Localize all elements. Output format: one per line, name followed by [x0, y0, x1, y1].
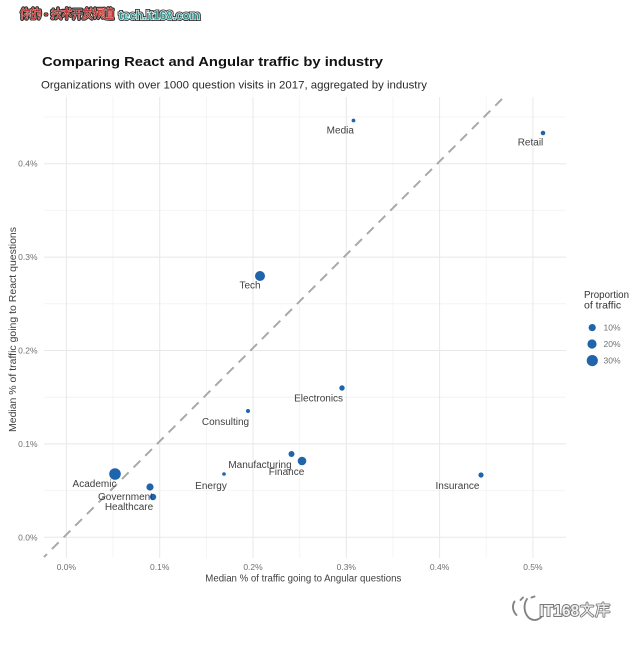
svg-text:0.2%: 0.2% — [18, 346, 38, 356]
svg-text:Insurance: Insurance — [436, 481, 480, 492]
svg-text:Media: Media — [327, 125, 355, 136]
svg-text:0.0%: 0.0% — [57, 562, 77, 572]
svg-text:tech.it168.com: tech.it168.com — [119, 11, 200, 23]
svg-text:Median % of traffic going to R: Median % of traffic going to React quest… — [8, 227, 19, 432]
svg-text:0.0%: 0.0% — [18, 532, 38, 542]
svg-text:Manufacturing: Manufacturing — [228, 460, 291, 471]
svg-text:0.3%: 0.3% — [18, 252, 38, 262]
svg-text:0.1%: 0.1% — [18, 439, 38, 449]
svg-text:30%: 30% — [604, 356, 621, 366]
svg-text:Median % of traffic going to A: Median % of traffic going to Angular que… — [205, 573, 401, 584]
svg-text:Retail: Retail — [518, 138, 544, 149]
svg-text:0.1%: 0.1% — [150, 562, 170, 572]
svg-text:0.2%: 0.2% — [243, 562, 263, 572]
svg-text:of traffic: of traffic — [584, 300, 621, 312]
svg-text:Comparing React and Angular tr: Comparing React and Angular traffic by i… — [42, 54, 384, 69]
svg-text:Government: Government — [98, 492, 153, 503]
svg-text:0.5%: 0.5% — [523, 562, 543, 572]
svg-text:10%: 10% — [604, 323, 621, 333]
svg-text:Academic: Academic — [73, 479, 117, 490]
svg-text:Proportion: Proportion — [584, 289, 629, 301]
svg-text:Energy: Energy — [195, 481, 227, 492]
svg-text:Finance: Finance — [269, 467, 305, 478]
svg-text:Healthcare: Healthcare — [105, 502, 154, 513]
svg-text:Electronics: Electronics — [294, 393, 343, 404]
svg-text:0.4%: 0.4% — [430, 562, 450, 572]
svg-text:0.4%: 0.4% — [18, 159, 38, 169]
svg-text:tech.it168.com: tech.it168.com — [119, 11, 200, 23]
svg-text:IT168: IT168 — [540, 603, 580, 620]
svg-text:Organizations with over 1000 q: Organizations with over 1000 question vi… — [41, 80, 428, 92]
svg-text:0.3%: 0.3% — [337, 562, 357, 572]
svg-text:Consulting: Consulting — [202, 417, 249, 428]
svg-text:Tech: Tech — [239, 281, 260, 292]
svg-text:20%: 20% — [604, 339, 621, 349]
